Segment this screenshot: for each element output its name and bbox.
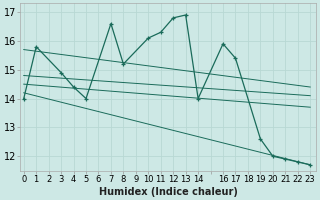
X-axis label: Humidex (Indice chaleur): Humidex (Indice chaleur) (99, 187, 238, 197)
